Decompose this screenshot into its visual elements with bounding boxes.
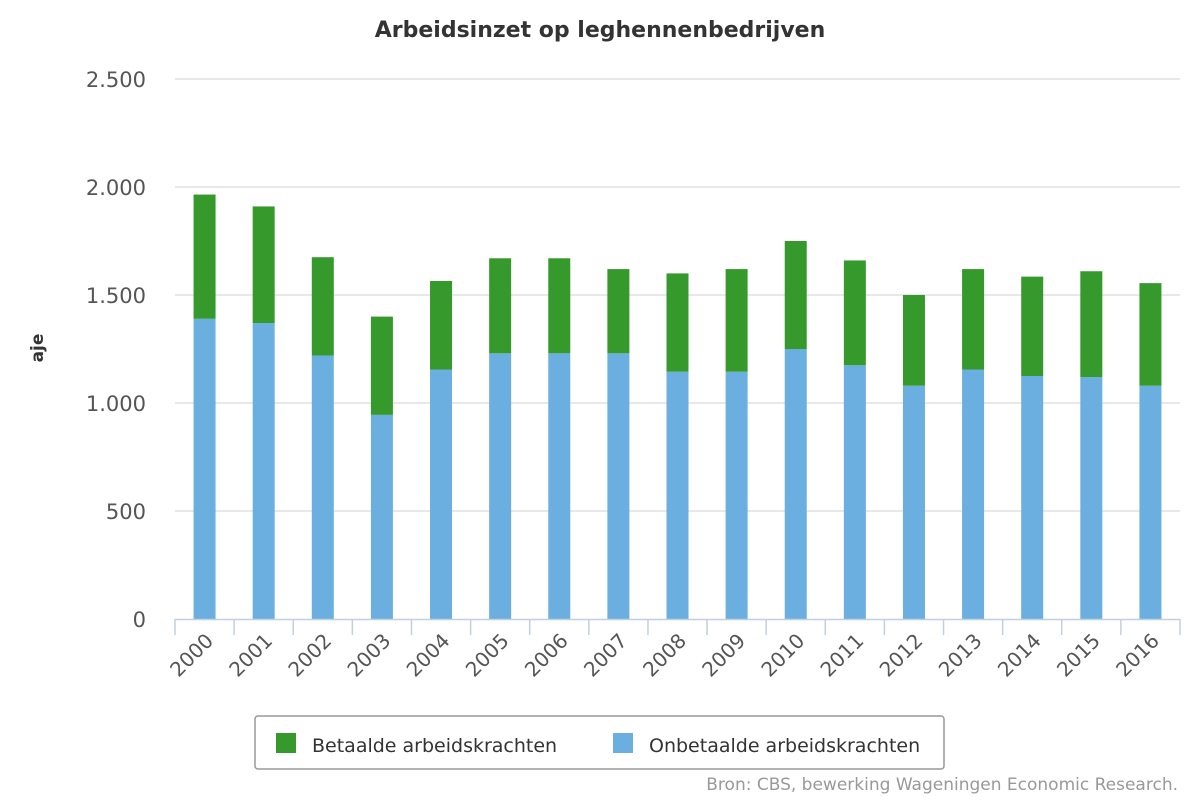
bar-onbetaalde-2003: [370, 414, 393, 619]
y-tick-label: 0: [133, 608, 146, 632]
y-axis-ticks: 0 500 1.000 1.500 2.000 2.500: [86, 68, 146, 632]
x-tick-label: 2008: [638, 629, 691, 682]
x-tick-label: 2011: [815, 629, 868, 682]
x-tick-label: 2001: [224, 629, 277, 682]
x-tick-label: 2005: [461, 629, 514, 682]
legend-swatch: [276, 733, 296, 753]
x-tick-label: 2010: [756, 629, 809, 682]
bars: [193, 194, 1162, 619]
legend-swatch: [613, 733, 633, 753]
legend-label: Betaalde arbeidskrachten: [312, 735, 557, 757]
bar-onbetaalde-2016: [1139, 385, 1162, 619]
bar-betaalde-2014: [1021, 276, 1044, 376]
x-axis: 2000 2001 2002 2003 2004 2005 2006 2007 2008 2009…: [165, 618, 1181, 682]
bar-onbetaalde-2006: [548, 353, 571, 619]
legend-label: Onbetaalde arbeidskrachten: [649, 735, 920, 757]
bar-onbetaalde-2010: [784, 349, 807, 619]
y-tick-label: 1.000: [86, 392, 146, 416]
bar-betaalde-2010: [784, 241, 807, 349]
bar-betaalde-2005: [489, 258, 512, 354]
x-tick-label: 2003: [342, 629, 395, 682]
bar-betaalde-2006: [548, 258, 571, 354]
x-tick-label: 2016: [1111, 629, 1164, 682]
legend-item-onbetaalde[interactable]: Onbetaalde arbeidskrachten: [613, 733, 920, 757]
bar-onbetaalde-2005: [489, 353, 512, 619]
x-tick-label: 2004: [402, 629, 455, 682]
y-tick-label: 2.500: [86, 68, 146, 92]
y-axis-label: aje: [28, 334, 48, 363]
bar-onbetaalde-2009: [725, 371, 748, 619]
bar-betaalde-2004: [430, 280, 453, 370]
y-tick-label: 2.000: [86, 176, 146, 200]
bar-onbetaalde-2004: [430, 369, 453, 619]
bar-onbetaalde-2001: [252, 323, 275, 619]
bar-betaalde-2011: [843, 260, 866, 366]
y-tick-label: 1.500: [86, 284, 146, 308]
bar-betaalde-2008: [666, 273, 689, 372]
bar-betaalde-2000: [193, 194, 216, 319]
x-tick-label: 2014: [993, 629, 1046, 682]
bar-onbetaalde-2007: [607, 353, 630, 619]
bar-betaalde-2002: [311, 257, 334, 356]
bar-betaalde-2012: [902, 295, 925, 386]
bar-betaalde-2013: [962, 269, 985, 370]
x-tick-label: 2015: [1052, 629, 1105, 682]
bar-betaalde-2007: [607, 269, 630, 354]
x-tick-label: 2012: [875, 629, 928, 682]
chart-title: Arbeidsinzet op leghennenbedrijven: [375, 18, 826, 43]
x-tick-label: 2006: [520, 629, 573, 682]
bar-onbetaalde-2014: [1021, 376, 1044, 619]
bar-onbetaalde-2015: [1080, 377, 1103, 619]
bar-onbetaalde-2002: [311, 355, 334, 619]
x-tick-label: 2013: [934, 629, 987, 682]
legend-item-betaalde[interactable]: Betaalde arbeidskrachten: [276, 733, 557, 757]
x-tick-label: 2007: [579, 629, 632, 682]
bar-onbetaalde-2011: [843, 365, 866, 619]
bar-onbetaalde-2000: [193, 318, 216, 619]
bar-onbetaalde-2008: [666, 371, 689, 619]
bar-betaalde-2015: [1080, 271, 1103, 378]
y-tick-label: 500: [106, 500, 146, 524]
bar-betaalde-2003: [370, 316, 393, 415]
x-tick-label: 2000: [165, 629, 218, 682]
bar-betaalde-2009: [725, 269, 748, 372]
x-tick-label: 2009: [697, 629, 750, 682]
source-note: Bron: CBS, bewerking Wageningen Economic…: [706, 775, 1178, 795]
legend-box: [254, 715, 945, 770]
bar-betaalde-2016: [1139, 283, 1162, 386]
legend[interactable]: Betaalde arbeidskrachten Onbetaalde arbei…: [254, 715, 945, 770]
bar-onbetaalde-2012: [902, 385, 925, 619]
bar-betaalde-2001: [252, 206, 275, 324]
x-tick-label: 2002: [283, 629, 336, 682]
bar-onbetaalde-2013: [962, 369, 985, 619]
